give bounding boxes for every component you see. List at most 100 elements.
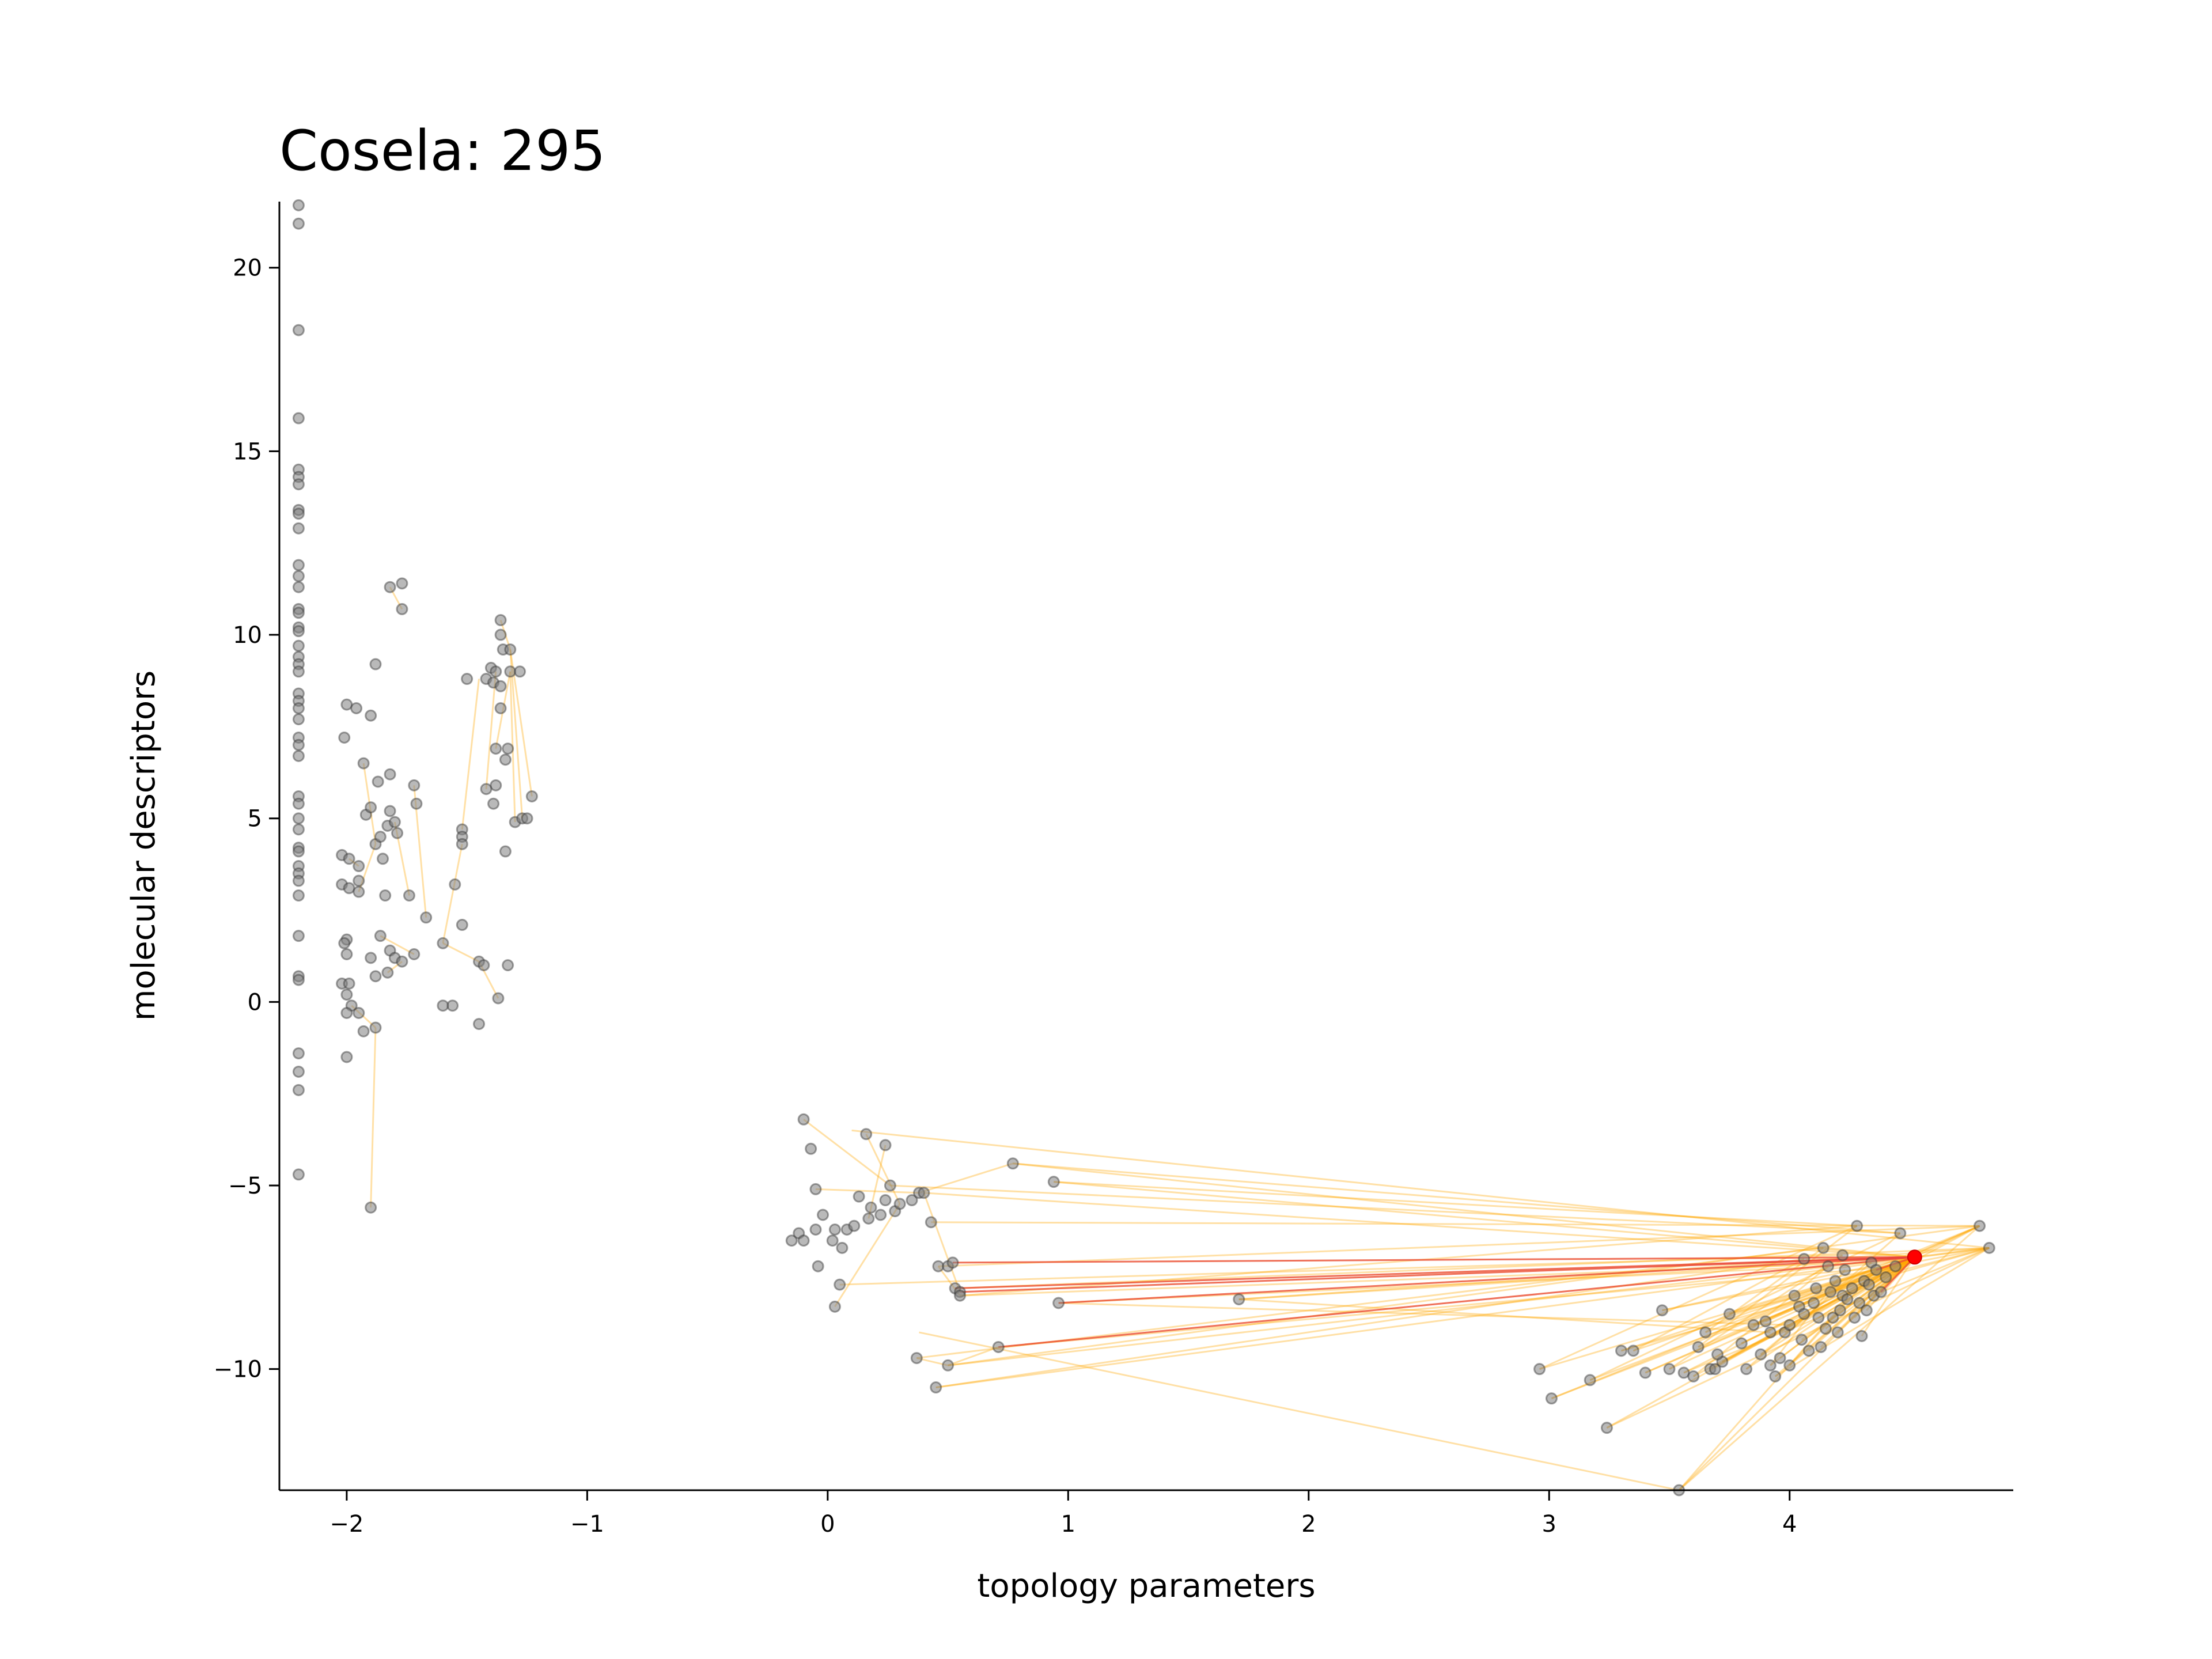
data-point [1855, 1330, 1868, 1342]
data-point [381, 966, 394, 979]
graph-edge [948, 1256, 1915, 1366]
data-point [494, 680, 507, 692]
data-point [292, 570, 305, 582]
data-point [292, 874, 305, 887]
data-point [502, 743, 514, 755]
data-point [480, 783, 493, 796]
data-point [785, 1234, 798, 1247]
data-point [374, 831, 387, 843]
graph-edge [1861, 1256, 1916, 1337]
graph-edge [1238, 1298, 1771, 1334]
graph-edge [1765, 1256, 1915, 1323]
data-point [338, 731, 351, 744]
data-point [350, 702, 363, 715]
graph-edge [919, 1331, 1680, 1491]
data-point [1711, 1348, 1724, 1361]
data-point [809, 1224, 822, 1236]
graph-edge [1914, 1247, 1990, 1258]
y-tick-label: 0 [248, 989, 262, 1016]
data-point [437, 937, 449, 949]
y-tick-label: 10 [233, 622, 262, 649]
data-point [1778, 1326, 1791, 1339]
graph-edge [955, 1247, 1990, 1289]
graph-edge [442, 844, 463, 944]
graph-edge [1914, 1225, 1980, 1258]
data-point [1692, 1340, 1705, 1353]
graph-edge [948, 1225, 1980, 1366]
data-point [918, 1187, 930, 1199]
x-tick-label: 0 [820, 1511, 835, 1537]
chart-title: Cosela: 295 [279, 119, 605, 183]
data-point [809, 1183, 822, 1195]
data-point [1627, 1344, 1639, 1357]
graph-edge [1760, 1262, 1872, 1355]
data-point [384, 805, 396, 817]
data-point [1047, 1176, 1060, 1188]
graph-edge [1698, 1225, 1858, 1348]
graph-edge [1539, 1225, 1858, 1370]
data-point [292, 607, 305, 619]
data-point [1815, 1340, 1827, 1353]
data-point [884, 1179, 896, 1192]
data-point [1783, 1359, 1796, 1372]
data-point [1687, 1370, 1700, 1382]
data-point [365, 1201, 377, 1214]
graph-edge [938, 1225, 1980, 1267]
graph-edge [931, 1221, 1980, 1227]
data-point [396, 577, 408, 590]
graph-edge [916, 1357, 948, 1366]
data-point [828, 1300, 841, 1313]
data-point [365, 952, 377, 964]
graph-edge [509, 649, 524, 819]
x-axis-label: topology parameters [977, 1567, 1315, 1605]
data-point [893, 1198, 906, 1210]
data-point [1723, 1308, 1736, 1320]
data-point [490, 665, 502, 678]
highlight-edge [952, 1256, 1915, 1264]
graph-edge [935, 1258, 1805, 1389]
data-point [1793, 1300, 1805, 1313]
data-point [860, 1128, 873, 1141]
graph-edge [370, 1027, 377, 1208]
data-point [365, 709, 377, 722]
data-point [292, 823, 305, 836]
y-axis-label: molecular descriptors [125, 671, 162, 1021]
highlight-edge [1880, 1256, 1915, 1293]
data-point [805, 1142, 817, 1155]
graph-edge [1678, 1298, 1849, 1491]
data-point [1894, 1227, 1907, 1240]
data-point [410, 797, 423, 810]
graph-edge [803, 1119, 891, 1187]
data-point [812, 1260, 824, 1272]
y-tick-label: −5 [228, 1173, 262, 1199]
graph-edge [442, 942, 480, 963]
graph-edge [1621, 1247, 1990, 1352]
data-point [369, 658, 382, 671]
data-point [1735, 1337, 1748, 1350]
data-point [292, 478, 305, 491]
data-point [1233, 1293, 1245, 1306]
data-point [1533, 1363, 1546, 1376]
data-point [1600, 1422, 1613, 1434]
data-point [1764, 1359, 1777, 1372]
data-point [1846, 1282, 1858, 1294]
graph-edge [998, 1265, 1896, 1348]
data-point [292, 324, 305, 336]
data-point [1052, 1297, 1065, 1309]
highlight-edge [1058, 1256, 1915, 1304]
data-point [494, 702, 507, 715]
data-point [292, 522, 305, 535]
graph-edge [839, 1254, 1843, 1286]
data-point [343, 882, 355, 895]
highlight-point [1907, 1249, 1922, 1265]
data-point [388, 816, 401, 828]
data-point [374, 930, 387, 942]
data-point [826, 1234, 839, 1247]
data-point [340, 1051, 353, 1063]
data-point [340, 1006, 353, 1019]
data-point [925, 1216, 937, 1229]
data-point [1677, 1366, 1690, 1379]
data-point [461, 673, 474, 685]
data-point [910, 1352, 923, 1365]
data-point [1802, 1344, 1815, 1357]
